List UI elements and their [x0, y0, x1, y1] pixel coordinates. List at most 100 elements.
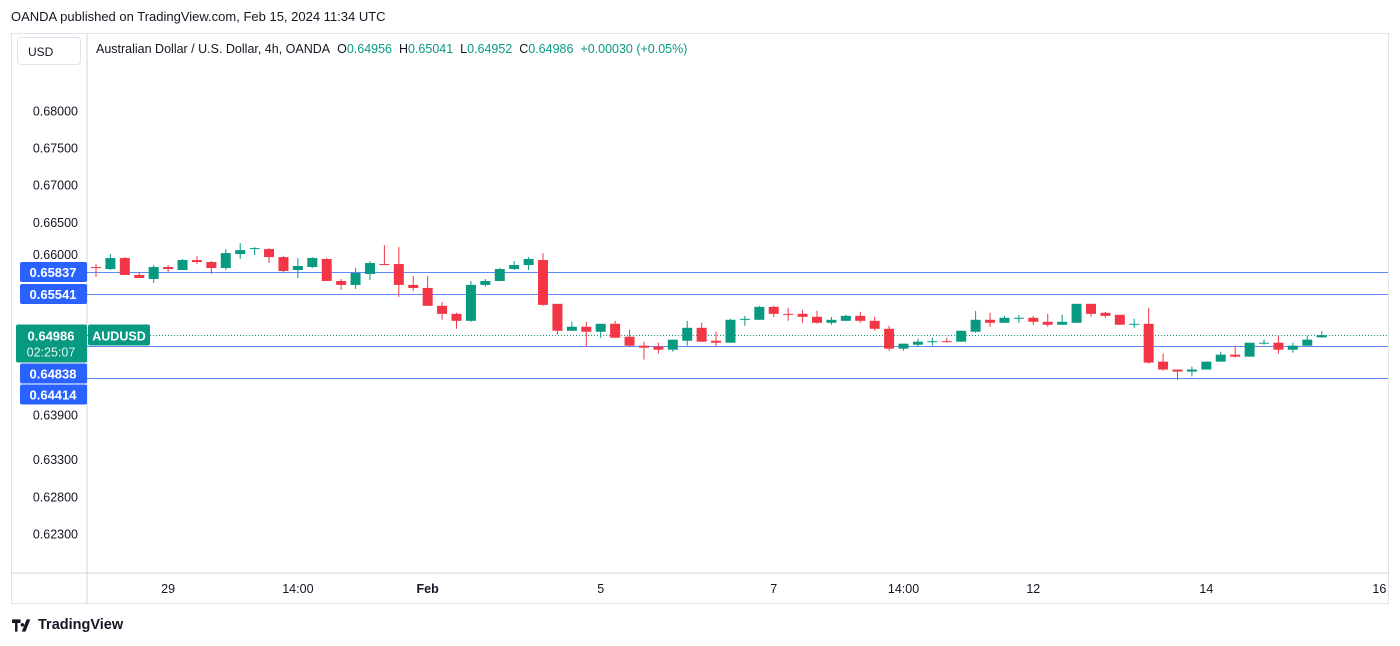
bar-countdown-label: 02:25:07	[27, 346, 76, 360]
x-tick-label: 12	[1026, 582, 1040, 596]
candle-up	[1071, 303, 1082, 323]
candle-up	[1186, 369, 1197, 372]
x-tick-label: 29	[161, 582, 175, 596]
candle-down	[437, 305, 448, 314]
chart-frame	[11, 33, 1389, 604]
candle-down	[812, 316, 822, 323]
symbol-title: Australian Dollar / U.S. Dollar, 4h, OAN…	[96, 42, 331, 56]
candle-down	[134, 274, 145, 279]
low-value: 0.64952	[467, 42, 513, 56]
close-label: C	[519, 42, 529, 56]
candle-down	[552, 303, 563, 331]
candle-down	[336, 280, 347, 285]
candle-down	[422, 287, 433, 306]
candle-down	[1085, 303, 1096, 314]
candle-down	[783, 313, 794, 315]
candle-down	[119, 258, 130, 275]
candle-down	[264, 249, 275, 258]
candle-up	[350, 272, 361, 285]
candle-up	[307, 258, 318, 268]
candle-up	[840, 315, 851, 321]
candle-up	[148, 267, 159, 279]
candle-down	[711, 340, 722, 343]
candle-up	[494, 269, 505, 281]
candle-down	[610, 323, 621, 338]
candle-down	[393, 264, 404, 285]
candle-down	[797, 313, 808, 317]
open-value: 0.64956	[346, 42, 392, 56]
candle-down	[941, 341, 952, 343]
current-price-label: 0.64986	[28, 329, 75, 344]
y-tick-label: 0.68000	[33, 105, 78, 119]
candle-up	[105, 258, 116, 270]
candle-up	[1013, 317, 1024, 319]
candle-down	[653, 346, 664, 350]
candle-down	[451, 313, 462, 321]
currency-button[interactable]: USD	[17, 37, 81, 65]
candle-up	[1057, 321, 1068, 325]
y-tick-label: 0.66000	[33, 248, 78, 262]
candle-down	[1100, 312, 1111, 316]
candle-down	[1143, 323, 1154, 363]
open-label: O	[337, 42, 347, 56]
candle-down	[869, 320, 880, 329]
candle-up	[754, 306, 765, 320]
candle-up	[970, 319, 981, 332]
close-value: 0.64986	[528, 42, 574, 56]
candle-up	[725, 319, 736, 343]
candle-down	[624, 336, 635, 346]
candle-down	[985, 319, 996, 323]
candle-down	[1114, 314, 1125, 325]
x-tick-label: Feb	[417, 582, 440, 596]
candle-down	[91, 267, 101, 269]
candle-up	[826, 319, 837, 323]
candle-down	[1042, 321, 1053, 325]
candle-up	[465, 284, 476, 321]
candle-down	[379, 264, 390, 266]
tradingview-logo-icon	[12, 618, 31, 632]
candle-up	[682, 327, 693, 341]
candle-up	[898, 343, 909, 349]
candle-up	[364, 263, 375, 275]
y-tick-label: 0.63300	[33, 453, 78, 467]
candle-down	[855, 315, 866, 321]
y-tick-label: 0.66500	[33, 216, 78, 230]
level-price-label: 0.64838	[30, 367, 77, 382]
candle-down	[1028, 317, 1039, 322]
candle-up	[1259, 342, 1270, 344]
candle-up	[1215, 354, 1226, 362]
candle-up	[667, 339, 678, 350]
candle-up	[595, 323, 606, 332]
candle-down	[581, 326, 592, 332]
x-tick-label: 7	[770, 582, 777, 596]
candle-up	[249, 248, 260, 250]
candle-down	[163, 267, 174, 270]
symbol-tag	[88, 324, 150, 346]
x-tick-label: 14:00	[888, 582, 919, 596]
candle-up	[480, 280, 491, 285]
high-value: 0.65041	[407, 42, 454, 56]
y-tick-label: 0.62800	[33, 490, 78, 504]
level-price-label: 0.64414	[30, 388, 78, 403]
level-price-tag	[20, 384, 87, 405]
x-tick-label: 14	[1199, 582, 1213, 596]
candle-up	[235, 250, 246, 255]
candle-up	[523, 259, 534, 266]
y-tick-label: 0.62300	[33, 527, 78, 541]
candle-up	[927, 341, 938, 343]
candle-down	[1172, 369, 1183, 372]
candle-up	[292, 265, 303, 270]
change-value: +0.00030 (+0.05%)	[580, 42, 688, 56]
candle-up	[566, 326, 577, 331]
y-tick-label: 0.67000	[33, 179, 78, 193]
candle-up	[1129, 323, 1140, 325]
tradingview-logo[interactable]: TradingView	[12, 617, 123, 633]
candle-down	[191, 260, 202, 263]
level-price-label: 0.65541	[30, 287, 77, 302]
symbol-legend: Australian Dollar / U.S. Dollar, 4h, OAN…	[96, 42, 687, 56]
level-price-tag	[20, 283, 87, 304]
candle-up	[1244, 342, 1255, 357]
y-tick-label: 0.67500	[33, 142, 78, 156]
candle-down	[1230, 354, 1241, 357]
